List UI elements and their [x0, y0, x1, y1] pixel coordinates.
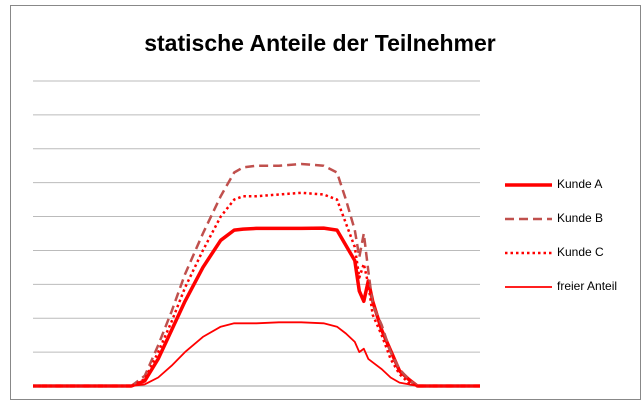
- legend-label: freier Anteil: [557, 279, 617, 293]
- line-series: [33, 162, 480, 388]
- line-series: [33, 191, 480, 388]
- legend-label: Kunde A: [557, 177, 602, 191]
- chart-frame: [10, 5, 641, 400]
- legend-label: Kunde C: [557, 245, 604, 259]
- chart-title: statische Anteile der Teilnehmer: [144, 30, 496, 56]
- legend-label: Kunde B: [557, 211, 603, 225]
- line-series: [33, 321, 480, 387]
